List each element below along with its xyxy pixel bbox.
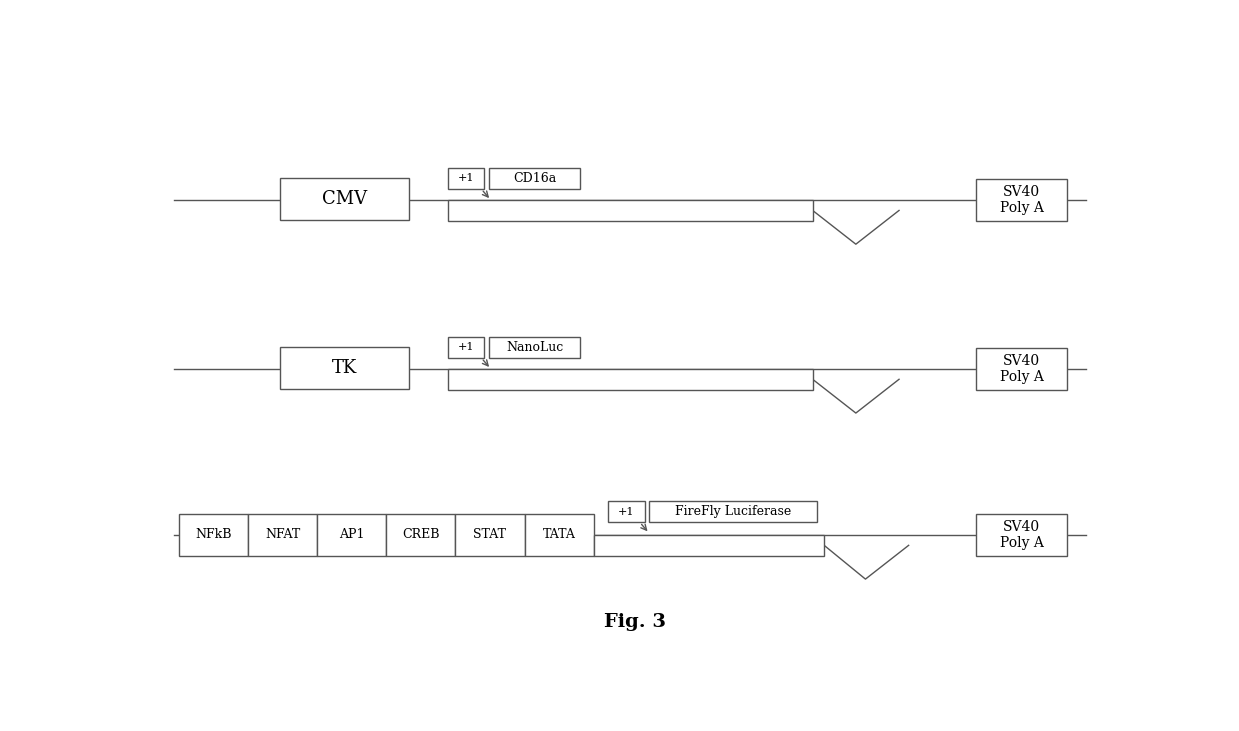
Bar <box>489 167 580 189</box>
Text: NanoLuc: NanoLuc <box>506 341 564 354</box>
Bar <box>524 514 593 556</box>
Text: FireFly Luciferase: FireFly Luciferase <box>675 505 792 518</box>
Bar <box>280 178 409 220</box>
Text: NFkB: NFkB <box>196 529 232 542</box>
Bar <box>976 514 1067 556</box>
Bar <box>489 336 580 358</box>
Bar <box>649 501 818 522</box>
Bar <box>447 200 813 221</box>
Bar <box>248 514 317 556</box>
Text: +1: +1 <box>457 173 475 183</box>
Text: SV40
Poly A: SV40 Poly A <box>1000 354 1043 384</box>
Bar <box>456 514 524 556</box>
Bar <box>387 514 456 556</box>
Text: CREB: CREB <box>403 529 440 542</box>
Text: TK: TK <box>332 359 357 376</box>
Text: AP1: AP1 <box>339 529 364 542</box>
Bar <box>447 167 484 189</box>
Bar <box>280 346 409 389</box>
Text: CD16a: CD16a <box>513 172 556 185</box>
Text: Fig. 3: Fig. 3 <box>603 613 667 632</box>
Bar <box>178 514 248 556</box>
Bar <box>317 514 387 556</box>
Bar <box>447 336 484 358</box>
Text: CMV: CMV <box>322 190 367 208</box>
Bar <box>593 534 824 556</box>
Text: STAT: STAT <box>473 529 507 542</box>
Text: SV40
Poly A: SV40 Poly A <box>1000 520 1043 550</box>
Bar <box>608 501 644 522</box>
Bar <box>976 179 1067 221</box>
Text: +1: +1 <box>457 342 475 352</box>
Text: NFAT: NFAT <box>265 529 300 542</box>
Text: +1: +1 <box>618 507 634 517</box>
Text: SV40
Poly A: SV40 Poly A <box>1000 185 1043 215</box>
Text: TATA: TATA <box>543 529 576 542</box>
Bar <box>976 348 1067 390</box>
Bar <box>447 368 813 390</box>
